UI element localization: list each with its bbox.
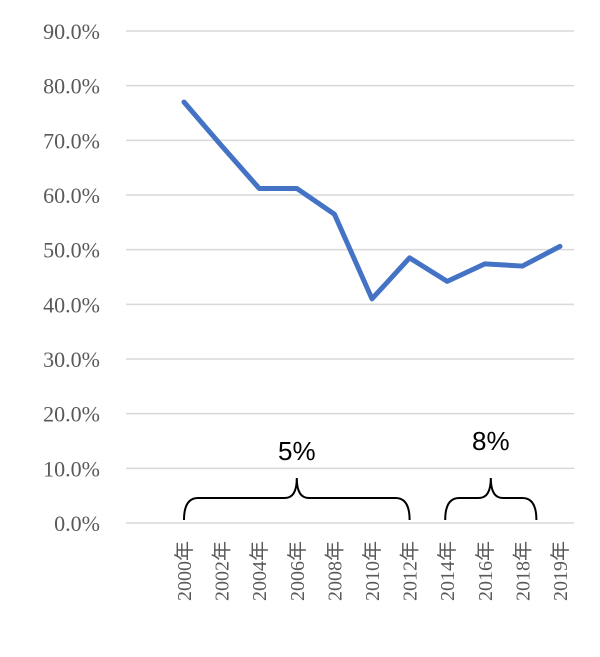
x-tick-label: 2004年	[248, 541, 271, 601]
y-tick-label: 50.0%	[43, 238, 100, 263]
x-tick-label: 2016年	[474, 541, 497, 601]
data-point	[521, 265, 523, 267]
data-point	[333, 213, 335, 215]
annotation-label: 8%	[472, 426, 510, 456]
x-tick-label: 2014年	[436, 541, 459, 601]
annotation-label: 5%	[278, 436, 316, 466]
data-point	[221, 145, 223, 147]
y-tick-label: 10.0%	[43, 456, 100, 481]
brace	[444, 477, 538, 521]
data-point	[371, 298, 373, 300]
data-point	[258, 187, 260, 189]
x-tick-label: 2019年	[549, 541, 572, 601]
y-tick-label: 80.0%	[43, 74, 100, 99]
x-tick-label: 2010年	[361, 541, 384, 601]
brace	[183, 477, 411, 521]
x-tick-label: 2012年	[399, 541, 422, 601]
x-tick-label: 2000年	[173, 541, 196, 601]
y-tick-label: 40.0%	[43, 292, 100, 317]
series-layer	[181, 99, 563, 302]
y-tick-label: 60.0%	[43, 183, 100, 208]
x-tick-label: 2006年	[286, 541, 309, 601]
data-point	[446, 280, 448, 282]
data-point	[183, 101, 185, 103]
x-axis-ticks: 2000年 2002年 2004年 2006年 2008年 2010年 2012年 2014年…	[173, 541, 572, 601]
x-tick-label: 2018年	[511, 541, 534, 601]
y-tick-label: 30.0%	[43, 347, 100, 372]
data-point	[409, 257, 411, 259]
annotations: 5% 8%	[183, 426, 538, 521]
y-tick-label: 70.0%	[43, 128, 100, 153]
y-tick-label: 90.0%	[43, 19, 100, 44]
data-point	[296, 187, 298, 189]
y-tick-label: 0.0%	[54, 511, 100, 536]
y-axis-ticks: 0.0% 10.0% 20.0% 30.0% 40.0% 50.0% 60.0% 70.0% 8…	[43, 19, 100, 536]
data-point	[559, 245, 561, 247]
y-tick-label: 20.0%	[43, 402, 100, 427]
series-line	[181, 99, 563, 302]
x-tick-label: 2002年	[211, 541, 234, 601]
x-tick-label: 2008年	[323, 541, 346, 601]
data-point	[484, 263, 486, 265]
